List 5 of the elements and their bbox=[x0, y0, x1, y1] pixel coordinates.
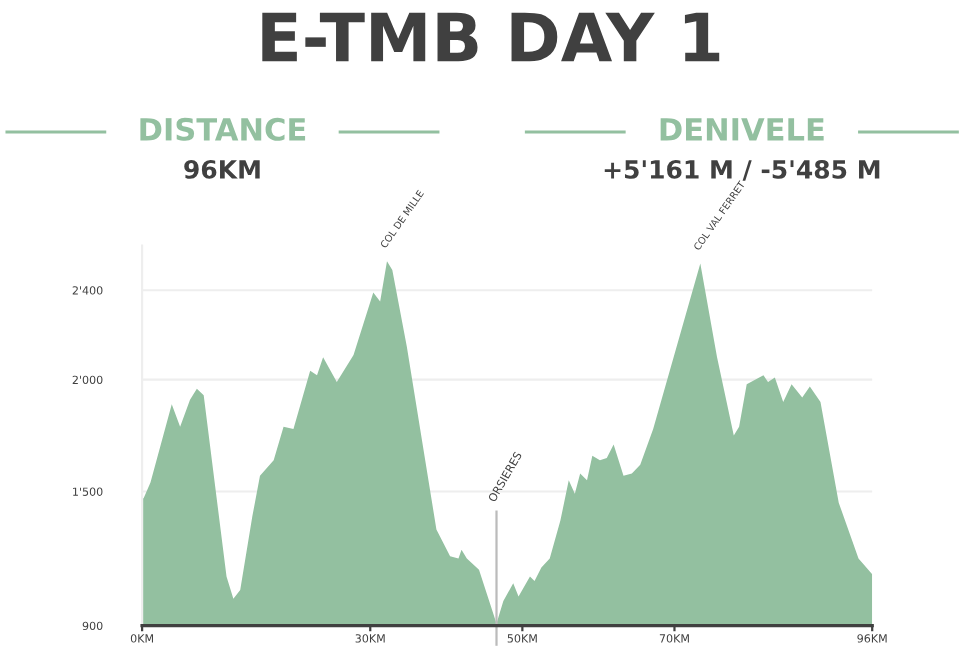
chart-title: E-TMB DAY 1 bbox=[262, 12, 720, 62]
text: +5'161 M / -5'485 M bbox=[604, 159, 880, 181]
text: DISTANCE bbox=[140, 117, 306, 141]
text: 96KM bbox=[184, 159, 260, 179]
text: DENIVELE bbox=[660, 118, 824, 141]
